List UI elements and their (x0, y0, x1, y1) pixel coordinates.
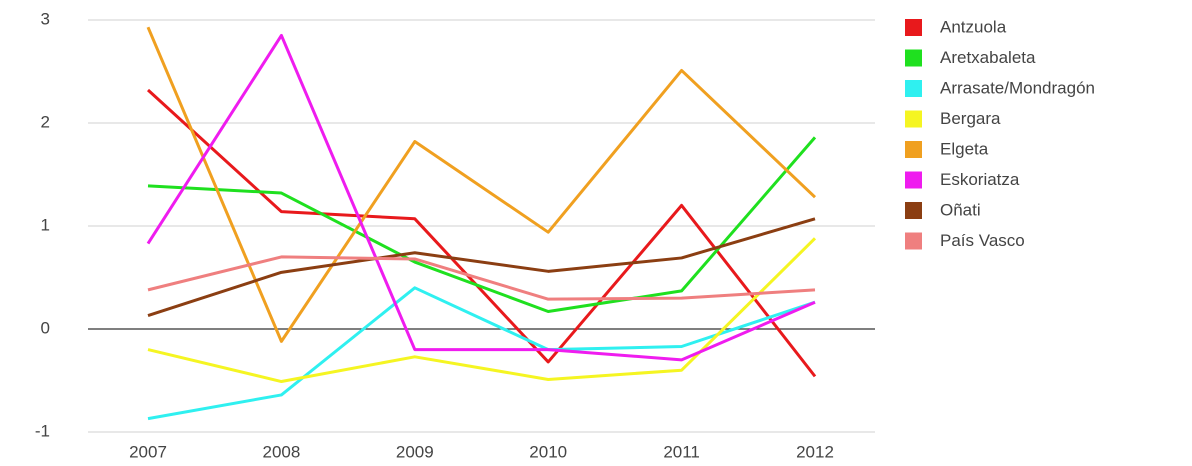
x-tick-label: 2010 (529, 442, 567, 461)
y-tick-label: 2 (41, 112, 50, 131)
y-tick-label: 1 (41, 215, 50, 234)
legend-label: Bergara (940, 109, 1001, 128)
legend-label: Eskoriatza (940, 170, 1020, 189)
series-line (147, 136, 817, 313)
legend-swatch (905, 80, 922, 97)
x-tick-label: 2009 (396, 442, 434, 461)
legend-swatch (905, 171, 922, 189)
x-tick-label: 2011 (663, 442, 700, 461)
legend-label: Arrasate/Mondragón (940, 78, 1095, 97)
series-line (146, 88, 817, 378)
x-tick-label: 2007 (129, 442, 167, 461)
y-tick-label: 0 (41, 318, 50, 337)
legend-label: Aretxabaleta (940, 48, 1036, 67)
legend-label: Antzuola (940, 17, 1007, 36)
legend-swatch (905, 110, 922, 128)
legend-label: País Vasco (940, 231, 1025, 250)
legend-swatch (905, 49, 922, 67)
series-line (146, 33, 816, 362)
series-line (147, 217, 816, 318)
legend-label: Oñati (940, 200, 981, 219)
legend-swatch (905, 141, 922, 158)
x-tick-label: 2012 (796, 442, 834, 461)
legend-swatch (905, 232, 922, 250)
series-line (147, 255, 816, 301)
y-tick-label: -1 (35, 421, 50, 440)
series-line (147, 237, 817, 384)
legend-label: Elgeta (940, 139, 989, 158)
series-line (147, 286, 816, 421)
series-line (146, 26, 817, 343)
legend-swatch (905, 202, 922, 219)
x-tick-label: 2008 (262, 442, 300, 461)
legend-swatch (905, 19, 922, 36)
y-tick-label: 3 (41, 9, 50, 28)
